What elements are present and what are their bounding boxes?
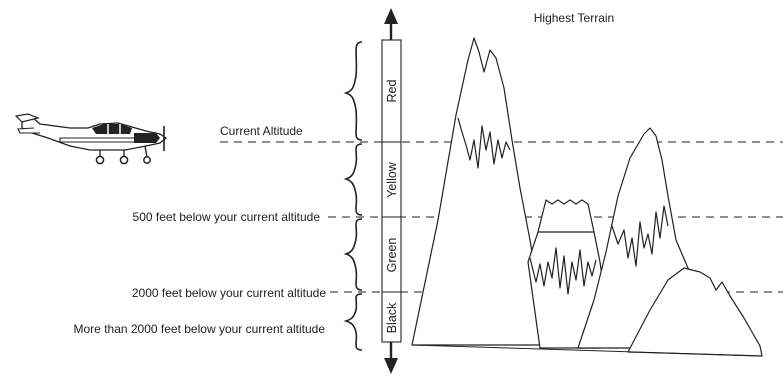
arrow-up-icon: [384, 8, 398, 24]
ground-line: [411, 344, 763, 357]
brace-yellow: [343, 143, 363, 216]
scale-bar: [381, 39, 402, 343]
current-altitude-label: Current Altitude: [220, 124, 303, 138]
arrow-down-icon: [384, 358, 398, 374]
band-braces: [343, 41, 363, 351]
altitude-scale: Red Yellow Green Black: [381, 8, 402, 374]
tall-peak-snowline: [457, 117, 511, 169]
airplane-icon: [14, 113, 168, 165]
band-label-green: Green: [385, 238, 399, 273]
diagram-title: Highest Terrain: [534, 11, 614, 25]
tall-peak: [411, 37, 543, 346]
below-2000-label: More than 2000 feet below your current a…: [74, 322, 326, 336]
band-label-yellow: Yellow: [385, 161, 399, 198]
minus-2000-label: 2000 feet below your current altitude: [132, 286, 326, 300]
terrain: [411, 37, 763, 357]
right-peak-snowline: [611, 205, 669, 267]
brace-green: [343, 218, 363, 291]
band-label-black: Black: [385, 302, 399, 333]
brace-black: [343, 293, 363, 351]
plateau-snowline: [529, 247, 597, 295]
low-hill: [627, 267, 763, 357]
brace-red: [343, 41, 363, 141]
minus-500-label: 500 feet below your current altitude: [133, 210, 321, 224]
band-label-red: Red: [385, 79, 399, 102]
